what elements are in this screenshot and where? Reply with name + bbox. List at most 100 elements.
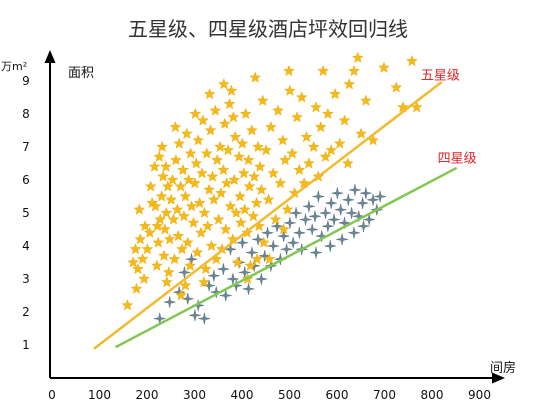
five-star-point [243,180,256,192]
five-star-point [333,137,346,149]
five-star-point [291,111,303,123]
five-star-point [338,114,351,126]
five-star-point [281,203,294,215]
y-axis-label: 面积 [68,66,94,81]
four-star-point [348,226,360,239]
four-star-point [271,220,283,233]
five-star-point [193,196,206,209]
four-star-point [258,250,271,262]
five-star-point [181,236,194,248]
y-axis-unit: 万m² [1,60,27,73]
five-star-point [390,81,403,93]
four-star-point [181,292,194,305]
four-star-point [309,210,321,223]
five-star-point [215,187,227,199]
five-star-point [167,213,180,225]
five-star-point [218,117,231,129]
five-star-point [208,193,220,205]
five-star-point [192,134,205,146]
five-star-point [174,180,187,192]
five-star-point [190,157,203,169]
five-star-point [274,177,287,189]
five-star-point [246,124,258,136]
four-star-point [219,289,232,302]
five-star-point [229,130,242,143]
five-star-point [132,262,144,275]
five-star-point [300,130,313,143]
five-star-point [397,101,409,113]
five-star-point [214,140,226,152]
five-star-point [165,193,177,205]
five-star-point [139,220,151,232]
five-star-point [169,121,182,133]
five-star-point [233,150,245,162]
five-star-point [225,84,238,96]
five-star-point [203,88,216,100]
five-star-point [166,173,179,185]
five-star-point [141,243,154,255]
four-star-point [325,197,338,209]
five-star-point [130,282,143,294]
five-star-point [168,253,181,265]
four-star-trend-line [115,167,457,348]
four-star-point [224,243,237,256]
x-tick-label: 600 [326,388,349,402]
five-star-point [224,200,237,212]
five-star-point [279,154,291,166]
five-star-point [329,88,341,100]
x-tick-label: 500 [278,388,301,402]
five-star-point [175,289,187,301]
five-star-point [212,213,225,225]
five-star-point [263,253,276,265]
four-star-point [277,230,290,242]
five-star-point [249,71,262,83]
five-star-point [172,229,185,242]
five-star-point [237,167,250,179]
five-star-point [197,114,209,126]
five-star-point [160,276,173,288]
five-star-point [163,233,176,245]
x-tick-label: 100 [88,388,111,402]
five-star-point [204,124,217,136]
four-star-point [252,233,264,246]
four-star-point [267,240,280,252]
five-star-point [228,173,241,185]
four-star-point [217,263,230,275]
four-star-point [236,236,249,249]
five-star-point [170,154,182,166]
five-star-point [203,183,215,195]
five-star-point [234,190,246,202]
y-tick-label: 9 [22,74,30,88]
five-star-point [276,134,289,146]
four-star-point [349,184,361,196]
five-star-point [298,177,310,189]
four-star-point [356,197,369,209]
five-star-point [161,180,174,192]
five-star-point [158,249,170,261]
five-star-point [242,154,255,166]
four-star-point [280,243,293,256]
four-star-point [198,312,211,325]
five-star-point [121,299,134,311]
five-star-point [148,160,161,172]
five-star-point [129,243,142,255]
four-star-point [357,220,370,233]
five-star-point [143,226,156,238]
five-star-point [248,170,261,182]
five-star-point [244,259,257,271]
five-star-point [406,55,418,67]
data-points [121,51,423,325]
five-star-point [251,253,263,265]
five-star-point [189,177,201,189]
four-star-point [342,193,355,206]
four-star-point [163,296,176,308]
five-star-point [179,190,192,202]
five-star-point [255,183,268,195]
five-star-point [220,177,233,189]
y-tick-label: 5 [22,206,30,220]
five-star-point [159,223,171,235]
five-star-point [230,206,243,218]
five-star-point [303,157,315,169]
five-star-point [355,127,367,139]
